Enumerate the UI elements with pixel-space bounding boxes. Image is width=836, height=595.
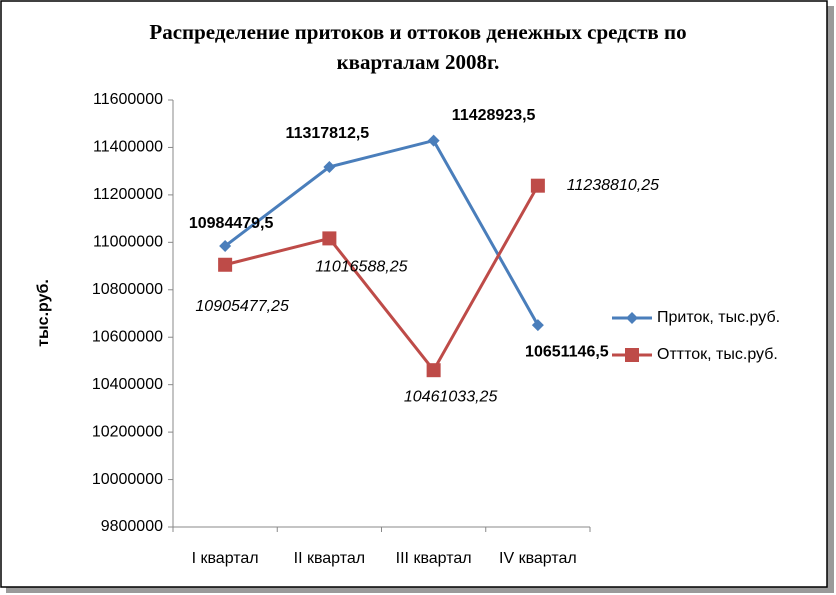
marker <box>530 178 545 193</box>
data-label: 11238810,25 <box>567 177 659 194</box>
marker <box>427 134 440 147</box>
marker <box>626 312 638 324</box>
y-tick-label: 10800000 <box>92 281 163 298</box>
marker <box>219 240 232 253</box>
x-tick-label: I квартал <box>192 550 259 567</box>
x-tick-label: IV квартал <box>499 550 577 567</box>
y-tick-label: 11400000 <box>93 139 163 156</box>
marker <box>531 319 544 332</box>
y-axis-label: тыс.руб. <box>35 279 52 347</box>
y-tick-label: 10200000 <box>92 423 163 440</box>
y-tick-label: 11600000 <box>93 91 163 108</box>
data-label: 10651146,5 <box>525 343 609 360</box>
marker <box>323 160 336 173</box>
chart-subtitle: кварталам 2008г. <box>337 50 500 74</box>
data-label: 11016588,25 <box>315 259 407 276</box>
marker <box>322 231 337 246</box>
data-label: 10461033,25 <box>404 388 498 405</box>
line <box>224 138 540 326</box>
marker <box>218 257 233 272</box>
y-tick-label: 11000000 <box>93 234 163 251</box>
legend-label: Приток, тыс.руб. <box>657 309 780 326</box>
legend-label: Оттток, тыс.руб. <box>657 346 778 363</box>
y-tick-label: 11200000 <box>93 186 163 203</box>
data-label: 11428923,5 <box>452 107 536 124</box>
y-tick-label: 10600000 <box>92 328 163 345</box>
y-tick-label: 10000000 <box>92 471 163 488</box>
y-tick-label: 10400000 <box>92 376 163 393</box>
data-label: 10984479,5 <box>189 215 274 232</box>
line <box>224 184 540 373</box>
y-tick-label: 9800000 <box>101 518 163 535</box>
data-label: 11317812,5 <box>286 125 370 142</box>
x-tick-label: III квартал <box>396 550 472 567</box>
marker <box>426 363 441 378</box>
chart-title: Распределение притоков и оттоков денежны… <box>149 20 686 44</box>
frame <box>0 0 828 588</box>
marker <box>625 348 639 362</box>
x-tick-label: II квартал <box>294 550 365 567</box>
data-label: 10905477,25 <box>195 298 289 315</box>
